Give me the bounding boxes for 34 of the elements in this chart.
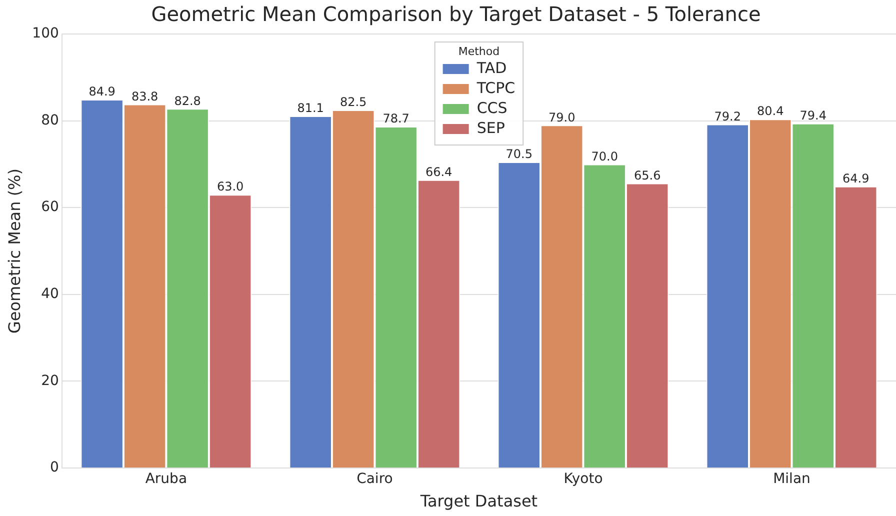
- x-tick-label: Kyoto: [564, 471, 603, 488]
- data-label: 80.4: [757, 104, 784, 118]
- data-label: 81.1: [297, 101, 324, 116]
- data-label: 83.8: [131, 89, 158, 104]
- data-label: 82.5: [340, 95, 367, 110]
- data-label: 70.0: [591, 149, 618, 164]
- y-tick-label: 100: [32, 26, 59, 42]
- y-tick-label: 80: [41, 112, 59, 128]
- legend-label: TCPC: [476, 78, 516, 97]
- data-label: 82.8: [174, 94, 201, 108]
- data-label: 79.0: [548, 110, 576, 124]
- data-label: 79.2: [714, 109, 741, 124]
- x-axis-title: Target Dataset: [419, 492, 538, 511]
- y-tick-label: 60: [41, 199, 59, 216]
- y-tick-label: 0: [50, 460, 59, 476]
- data-label: 78.7: [382, 112, 410, 126]
- legend-title: Method: [458, 44, 500, 58]
- data-label: 65.6: [634, 168, 661, 182]
- data-label: 79.4: [800, 108, 826, 123]
- data-label: 63.0: [216, 180, 244, 194]
- data-label: 70.5: [506, 147, 532, 162]
- y-axis-title: Geometric Mean (%): [4, 168, 24, 334]
- data-label: 64.9: [842, 171, 870, 186]
- y-tick-label: 20: [41, 372, 59, 389]
- y-tick-label: 40: [41, 286, 59, 302]
- data-label: 84.9: [88, 84, 116, 99]
- data-label: 66.4: [425, 164, 452, 179]
- legend-label: CCS: [476, 98, 508, 117]
- legend-label: SEP: [476, 118, 505, 137]
- x-tick-label: Cairo: [356, 471, 393, 488]
- x-tick-label: Milan: [773, 471, 810, 488]
- legend-label: TAD: [476, 58, 507, 77]
- x-tick-label: Aruba: [145, 471, 188, 488]
- chart-title: Geometric Mean Comparison by Target Dataset - 5 Tolerance: [151, 2, 761, 26]
